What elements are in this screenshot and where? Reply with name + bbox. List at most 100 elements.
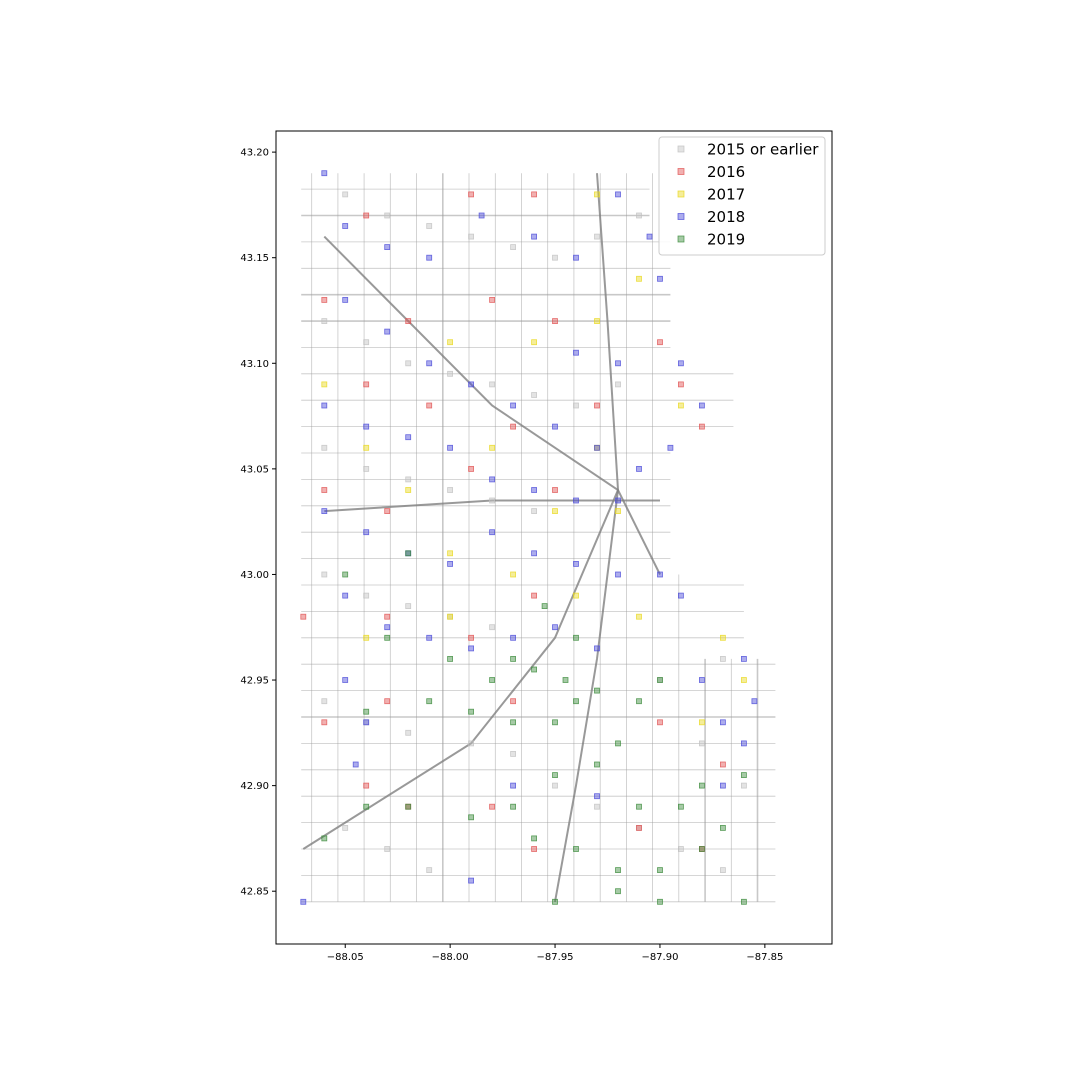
data-point xyxy=(321,402,328,409)
data-point xyxy=(678,360,684,367)
data-point xyxy=(699,423,705,430)
data-point xyxy=(594,402,600,409)
data-point xyxy=(573,592,579,599)
legend-label: 2016 xyxy=(707,163,745,181)
data-point xyxy=(699,846,705,852)
data-point xyxy=(741,772,747,778)
data-point xyxy=(678,846,684,852)
data-point xyxy=(384,698,391,705)
y-tick-label: 42.95 xyxy=(240,676,269,687)
data-point xyxy=(426,867,433,873)
data-point xyxy=(510,423,517,430)
data-point xyxy=(447,561,454,567)
data-point xyxy=(468,645,475,652)
data-point xyxy=(636,803,642,810)
data-point xyxy=(552,508,558,515)
data-point xyxy=(489,296,496,303)
data-point xyxy=(510,719,517,726)
data-points xyxy=(300,170,758,905)
data-point xyxy=(321,381,328,388)
data-point xyxy=(720,719,726,726)
legend-marker xyxy=(677,145,685,153)
data-point xyxy=(531,550,537,557)
data-point xyxy=(384,846,391,852)
data-point xyxy=(321,719,328,726)
data-point xyxy=(531,666,537,673)
plot-frame xyxy=(275,130,833,945)
y-tick-label: 43.00 xyxy=(240,570,269,581)
data-point xyxy=(363,339,370,346)
data-point xyxy=(699,677,705,683)
legend-label: 2017 xyxy=(707,186,745,204)
data-point xyxy=(667,444,674,451)
data-point xyxy=(426,698,433,705)
data-point xyxy=(510,751,517,757)
data-point xyxy=(741,656,747,662)
data-point xyxy=(720,825,726,831)
data-point xyxy=(405,603,412,609)
data-point xyxy=(321,296,328,303)
data-point xyxy=(594,645,600,652)
data-point xyxy=(678,381,684,388)
data-point xyxy=(321,508,328,515)
data-point xyxy=(405,476,412,483)
data-point xyxy=(678,402,684,409)
y-tick-label: 43.15 xyxy=(240,253,269,264)
data-point xyxy=(657,339,663,346)
data-point xyxy=(615,888,621,895)
data-point xyxy=(321,170,328,177)
x-tick-label: −88.05 xyxy=(327,952,364,963)
y-tick-label: 43.20 xyxy=(240,148,269,159)
y-tick-label: 43.10 xyxy=(240,359,269,370)
data-point xyxy=(300,898,307,905)
data-point xyxy=(615,571,621,578)
series-4 xyxy=(321,550,747,905)
data-point xyxy=(594,233,600,240)
data-point xyxy=(384,212,391,219)
data-point xyxy=(531,233,537,240)
data-point xyxy=(741,898,747,905)
data-point xyxy=(552,624,558,631)
data-point xyxy=(363,803,370,810)
data-point xyxy=(720,656,726,662)
data-point xyxy=(468,381,475,388)
data-point xyxy=(468,740,475,747)
data-point xyxy=(741,782,747,789)
data-point xyxy=(699,782,705,789)
data-point xyxy=(447,370,454,377)
data-point xyxy=(751,698,758,705)
data-point xyxy=(468,877,475,884)
data-point xyxy=(720,761,726,768)
data-point xyxy=(615,360,621,367)
data-point xyxy=(489,529,496,536)
series-3 xyxy=(300,170,758,905)
legend-marker xyxy=(677,168,685,175)
data-point xyxy=(720,782,726,789)
data-point xyxy=(489,803,496,810)
data-point xyxy=(678,803,684,810)
highway xyxy=(302,489,619,850)
data-point xyxy=(531,191,537,198)
data-point xyxy=(426,402,433,409)
data-point xyxy=(447,339,454,346)
data-point xyxy=(342,296,349,303)
data-point xyxy=(342,571,349,578)
y-tick-label: 43.05 xyxy=(240,464,269,475)
data-point xyxy=(489,624,496,631)
data-point xyxy=(646,233,653,240)
x-tick-label: −87.95 xyxy=(537,952,574,963)
data-point xyxy=(510,782,517,789)
data-point xyxy=(468,465,475,472)
data-point xyxy=(562,677,569,683)
data-point xyxy=(342,223,349,229)
data-point xyxy=(594,444,600,451)
data-point xyxy=(426,634,433,641)
data-point xyxy=(531,392,537,398)
data-point xyxy=(426,223,433,229)
data-point xyxy=(594,793,600,800)
data-point xyxy=(636,212,642,219)
data-point xyxy=(342,592,349,599)
data-point xyxy=(426,360,433,367)
